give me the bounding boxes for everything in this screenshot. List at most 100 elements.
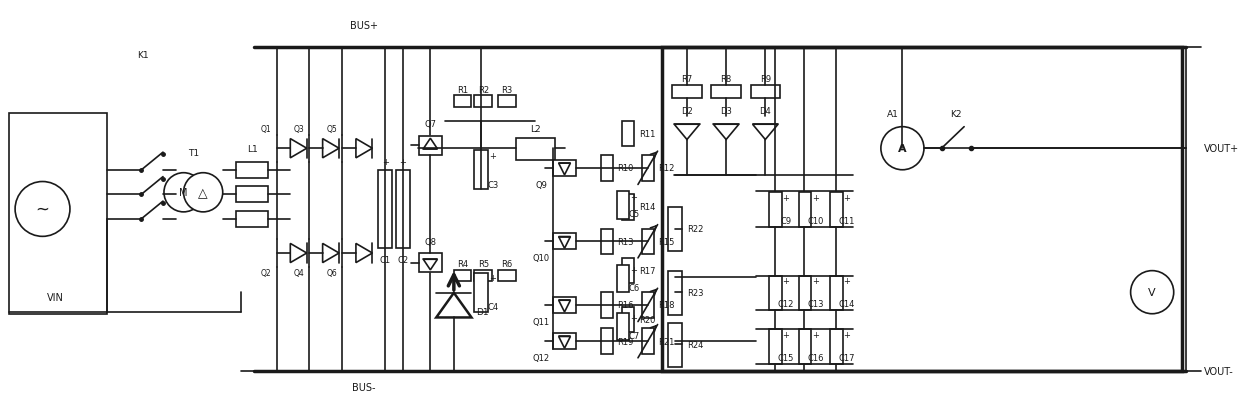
Bar: [642, 156, 653, 181]
Circle shape: [164, 173, 203, 212]
Bar: [419, 254, 443, 273]
Text: R16: R16: [618, 301, 634, 310]
Text: +: +: [399, 158, 407, 167]
Text: C4: C4: [487, 303, 498, 312]
Bar: [419, 137, 443, 155]
Bar: [642, 229, 653, 254]
Text: A1: A1: [887, 110, 899, 119]
Bar: [454, 96, 471, 108]
Bar: [9, 114, 107, 314]
Polygon shape: [559, 337, 570, 348]
Text: R12: R12: [658, 164, 675, 173]
Circle shape: [15, 182, 69, 237]
Bar: [498, 270, 516, 282]
Text: C6: C6: [629, 283, 640, 292]
Polygon shape: [436, 293, 471, 318]
Polygon shape: [423, 260, 438, 270]
Polygon shape: [559, 301, 570, 312]
Text: C14: C14: [838, 300, 854, 309]
Text: R8: R8: [720, 75, 732, 84]
Circle shape: [880, 127, 924, 170]
Text: R10: R10: [618, 164, 634, 173]
Bar: [618, 265, 629, 292]
Text: D4: D4: [759, 106, 771, 115]
Text: +: +: [812, 330, 818, 339]
Text: ~: ~: [36, 200, 50, 218]
Text: R24: R24: [687, 340, 703, 349]
Text: R13: R13: [618, 237, 634, 246]
Text: Q4: Q4: [294, 268, 304, 278]
Text: R23: R23: [687, 288, 703, 297]
Bar: [769, 330, 782, 364]
Bar: [553, 233, 577, 250]
Bar: [600, 229, 613, 254]
Bar: [830, 330, 843, 364]
Text: R3: R3: [501, 86, 512, 95]
Bar: [668, 271, 682, 315]
Text: C13: C13: [807, 300, 823, 309]
Bar: [396, 170, 409, 249]
Text: Q3: Q3: [294, 125, 304, 134]
Polygon shape: [713, 125, 739, 140]
Polygon shape: [559, 164, 570, 176]
Bar: [672, 85, 702, 99]
Text: Q6: Q6: [326, 268, 337, 278]
Text: D3: D3: [720, 106, 732, 115]
Polygon shape: [322, 139, 339, 159]
Text: C5: C5: [629, 210, 640, 219]
Bar: [642, 329, 653, 354]
Bar: [799, 193, 811, 227]
Text: R5: R5: [477, 260, 489, 268]
Bar: [378, 170, 392, 249]
Bar: [830, 276, 843, 310]
Text: R7: R7: [681, 75, 693, 84]
Bar: [600, 292, 613, 318]
Polygon shape: [675, 125, 699, 140]
Text: R9: R9: [760, 75, 771, 84]
Bar: [454, 270, 471, 282]
Bar: [553, 160, 577, 177]
Text: K2: K2: [951, 110, 962, 119]
Text: △: △: [198, 186, 208, 199]
Bar: [622, 258, 634, 284]
Text: C1: C1: [379, 256, 391, 265]
Text: C16: C16: [807, 354, 823, 363]
Text: +: +: [631, 192, 637, 201]
Polygon shape: [322, 244, 339, 263]
Bar: [750, 85, 780, 99]
Text: C11: C11: [838, 217, 854, 225]
Text: +: +: [782, 330, 790, 339]
Bar: [622, 307, 634, 332]
Text: T1: T1: [187, 148, 198, 157]
Text: Q2: Q2: [262, 268, 272, 278]
Text: C10: C10: [807, 217, 823, 225]
Text: +: +: [843, 193, 851, 202]
Bar: [799, 276, 811, 310]
Bar: [475, 151, 489, 190]
Bar: [668, 323, 682, 367]
Bar: [622, 121, 634, 147]
Text: R11: R11: [639, 130, 656, 139]
Text: L2: L2: [529, 125, 541, 134]
Text: R14: R14: [639, 203, 656, 212]
Text: R19: R19: [618, 337, 634, 346]
Text: K1: K1: [138, 50, 149, 59]
Bar: [237, 163, 268, 178]
Bar: [618, 192, 629, 219]
Polygon shape: [290, 244, 306, 263]
Text: +: +: [843, 330, 851, 339]
Bar: [622, 195, 634, 220]
Bar: [662, 48, 1182, 370]
Text: D2: D2: [681, 106, 693, 115]
Bar: [553, 333, 577, 349]
Text: Q11: Q11: [532, 317, 549, 326]
Bar: [830, 193, 843, 227]
Text: R20: R20: [639, 316, 656, 324]
Text: V: V: [1148, 287, 1156, 297]
Polygon shape: [356, 139, 372, 159]
Circle shape: [184, 173, 223, 212]
Text: VOUT-: VOUT-: [1204, 366, 1234, 376]
Text: L1: L1: [247, 145, 258, 153]
Polygon shape: [290, 139, 306, 159]
Polygon shape: [423, 139, 438, 150]
